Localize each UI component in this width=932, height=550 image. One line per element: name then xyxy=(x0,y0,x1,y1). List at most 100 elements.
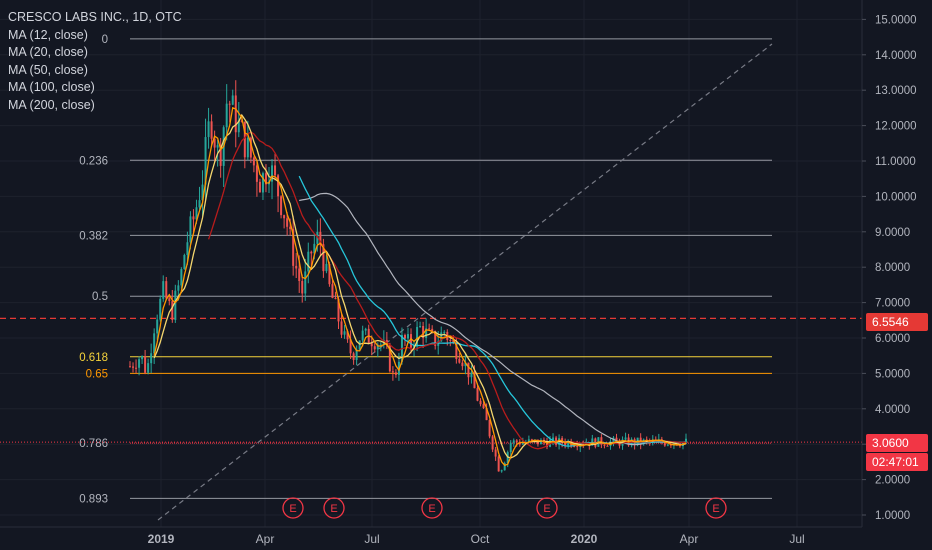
candle-body xyxy=(552,437,555,441)
legend-ma20[interactable]: MA (20, close) xyxy=(8,45,88,59)
candle-body xyxy=(246,137,249,158)
candle-body xyxy=(666,444,669,446)
candle-body xyxy=(431,328,434,332)
candle-body xyxy=(391,371,394,373)
candle-body xyxy=(669,444,672,446)
candle-body xyxy=(331,284,334,298)
price-tick-label: 13.0000 xyxy=(875,85,917,97)
candle-body xyxy=(564,442,567,446)
candle-body xyxy=(189,216,192,243)
candle-series xyxy=(129,80,687,473)
candle-body xyxy=(307,251,310,272)
candle-body xyxy=(376,344,379,350)
candle-body xyxy=(373,346,376,350)
fib-level-label: 0.236 xyxy=(79,155,108,167)
candle-body xyxy=(271,165,274,182)
candle-body xyxy=(264,173,267,185)
symbol-title[interactable]: CRESCO LABS INC., 1D, OTC xyxy=(8,10,182,24)
time-tick-label: Jul xyxy=(789,532,804,546)
candle-body xyxy=(186,242,189,255)
candle-body xyxy=(603,444,606,446)
candle-body xyxy=(192,216,195,220)
candle-body xyxy=(180,269,183,286)
ma50-line xyxy=(207,131,686,450)
candle-body xyxy=(243,121,246,158)
price-tick-label: 4.0000 xyxy=(875,404,910,416)
candle-body xyxy=(132,366,135,368)
candle-body xyxy=(407,334,409,339)
candle-body xyxy=(252,157,255,166)
candle-body xyxy=(292,229,295,266)
candle-body xyxy=(304,271,307,294)
candle-body xyxy=(183,254,186,270)
legend-ma50[interactable]: MA (50, close) xyxy=(8,62,88,77)
candle-body xyxy=(228,103,231,105)
candle-body xyxy=(403,334,406,339)
candle-body xyxy=(518,442,521,445)
candle-body xyxy=(349,339,352,354)
candle-body xyxy=(615,437,618,441)
legend-ma200[interactable]: MA (200, close) xyxy=(8,97,95,112)
candle-body xyxy=(156,319,159,334)
candle-body xyxy=(358,340,361,350)
candle-body xyxy=(153,333,156,354)
price-tick-label: 9.0000 xyxy=(875,227,910,239)
time-tick-label: 2020 xyxy=(571,532,598,546)
candle-body xyxy=(452,340,455,344)
candle-body xyxy=(473,372,476,389)
fib-level-label: 0.5 xyxy=(92,291,108,303)
candle-body xyxy=(476,388,479,401)
candle-body xyxy=(600,437,603,445)
candle-body xyxy=(624,437,627,440)
price-tick-label: 8.0000 xyxy=(875,262,910,274)
ma12-line xyxy=(153,106,687,467)
candle-body xyxy=(458,359,461,363)
time-tick-label: Oct xyxy=(471,532,490,546)
earnings-marker-label: E xyxy=(543,503,550,515)
price-tick-label: 11.0000 xyxy=(875,156,916,168)
candle-body xyxy=(440,332,443,342)
candle-body xyxy=(494,449,497,457)
candle-body xyxy=(482,404,485,409)
candle-body xyxy=(171,301,174,320)
price-tick-label: 2.0000 xyxy=(875,475,910,487)
candle-body xyxy=(340,321,343,335)
price-tick-label: 1.0000 xyxy=(875,510,910,522)
candle-body xyxy=(425,328,428,338)
candle-body xyxy=(461,362,464,367)
candle-body xyxy=(255,165,258,182)
candle-body xyxy=(213,138,216,148)
earnings-marker-label: E xyxy=(330,503,337,515)
candle-body xyxy=(150,353,153,364)
earnings-marker-label: E xyxy=(428,503,435,515)
legend-ma100[interactable]: MA (100, close) xyxy=(8,80,95,94)
ma20-line xyxy=(153,113,687,459)
price-tick-label: 14.0000 xyxy=(875,50,917,62)
candle-body xyxy=(274,165,277,176)
earnings-marker xyxy=(323,497,345,519)
candle-body xyxy=(500,470,503,472)
candle-body xyxy=(355,349,358,361)
legend-ma12[interactable]: MA (12, close) xyxy=(8,27,88,42)
ma200-line xyxy=(299,192,687,446)
candle-body xyxy=(485,408,488,421)
candle-body xyxy=(346,331,349,340)
candle-body xyxy=(174,290,177,320)
candle-body xyxy=(168,298,171,302)
candle-body xyxy=(343,331,346,335)
candle-body xyxy=(585,443,588,445)
candle-body xyxy=(497,456,500,472)
candle-body xyxy=(129,366,131,368)
time-tick-label: Apr xyxy=(680,532,699,546)
earnings-marker xyxy=(282,497,304,519)
candle-body xyxy=(219,145,222,166)
candle-body xyxy=(521,442,524,445)
candle-body xyxy=(231,95,234,105)
diagonal-trend-line xyxy=(157,43,773,521)
candle-body xyxy=(370,343,373,347)
fib-level-label: 0.786 xyxy=(79,438,108,450)
candle-body xyxy=(135,367,138,369)
candle-body xyxy=(443,331,446,333)
